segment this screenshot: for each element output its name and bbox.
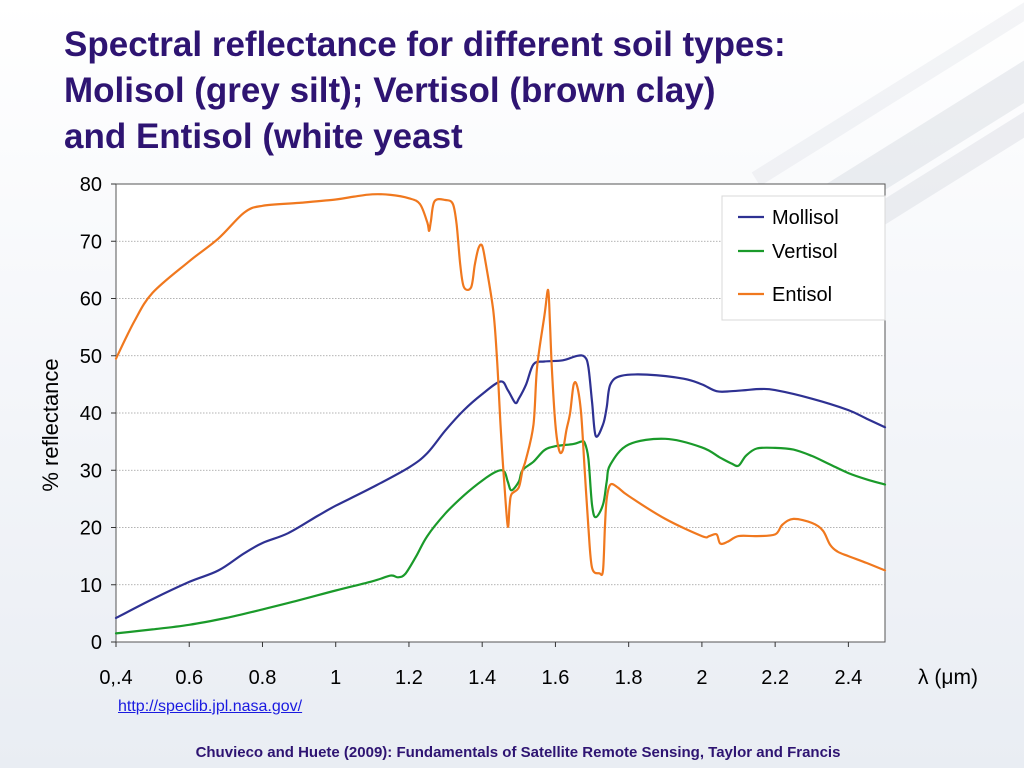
- slide-title-line: and Entisol (white yeast: [64, 117, 463, 156]
- citation-text: Chuvieco and Huete (2009): Fundamentals …: [195, 744, 841, 761]
- x-tick-label: 0.8: [249, 667, 277, 689]
- y-tick-label: 60: [80, 289, 102, 311]
- x-tick-label: 2.2: [761, 667, 789, 689]
- x-tick-label: 1.6: [542, 667, 570, 689]
- y-tick-label: 40: [80, 403, 102, 425]
- x-tick-label: 0,.4: [99, 667, 132, 689]
- series-line-mollisol: [114, 354, 887, 620]
- slide-title-line: Spectral reflectance for different soil …: [64, 25, 786, 64]
- x-tick-label: 1.4: [468, 667, 496, 689]
- chart-legend: Mollisol Vertisol Entisol: [721, 195, 886, 321]
- y-tick-label: 50: [80, 346, 102, 368]
- x-tick-label: 2.4: [834, 667, 862, 689]
- y-tick-label: 10: [80, 575, 102, 597]
- y-tick-label: 0: [91, 632, 102, 654]
- x-tick-label: 1.2: [395, 667, 423, 689]
- series-line-entisol: [114, 193, 887, 577]
- legend-label: Mollisol: [772, 207, 839, 229]
- legend-label: Entisol: [772, 284, 832, 306]
- legend-label: Vertisol: [772, 241, 838, 263]
- series-lines: [114, 193, 887, 635]
- x-tick-label: 2: [696, 667, 707, 689]
- x-axis-ticks: 0,.4 0.6 0.8 1 1.2 1.4 1.6 1.8 2 2.2 2.4: [99, 642, 862, 689]
- x-tick-label: 1: [330, 667, 341, 689]
- source-url-link[interactable]: http://speclib.jpl.nasa.gov/: [118, 698, 303, 715]
- slide-title: Spectral reflectance for different soil …: [64, 22, 964, 160]
- x-tick-label: 1.8: [615, 667, 643, 689]
- y-tick-label: 20: [80, 518, 102, 540]
- x-tick-label: 0.6: [175, 667, 203, 689]
- y-tick-label: 30: [80, 460, 102, 482]
- series-line-vertisol: [114, 437, 887, 635]
- y-axis-label: % reflectance: [38, 358, 63, 491]
- y-tick-label: 70: [80, 231, 102, 253]
- slide-title-line: Molisol (grey silt); Vertisol (brown cla…: [64, 71, 716, 110]
- y-axis-ticks: 0 10 20 30 40 50 60 70 80: [80, 174, 116, 654]
- x-axis-label: λ (μm): [918, 666, 978, 689]
- y-tick-label: 80: [80, 174, 102, 196]
